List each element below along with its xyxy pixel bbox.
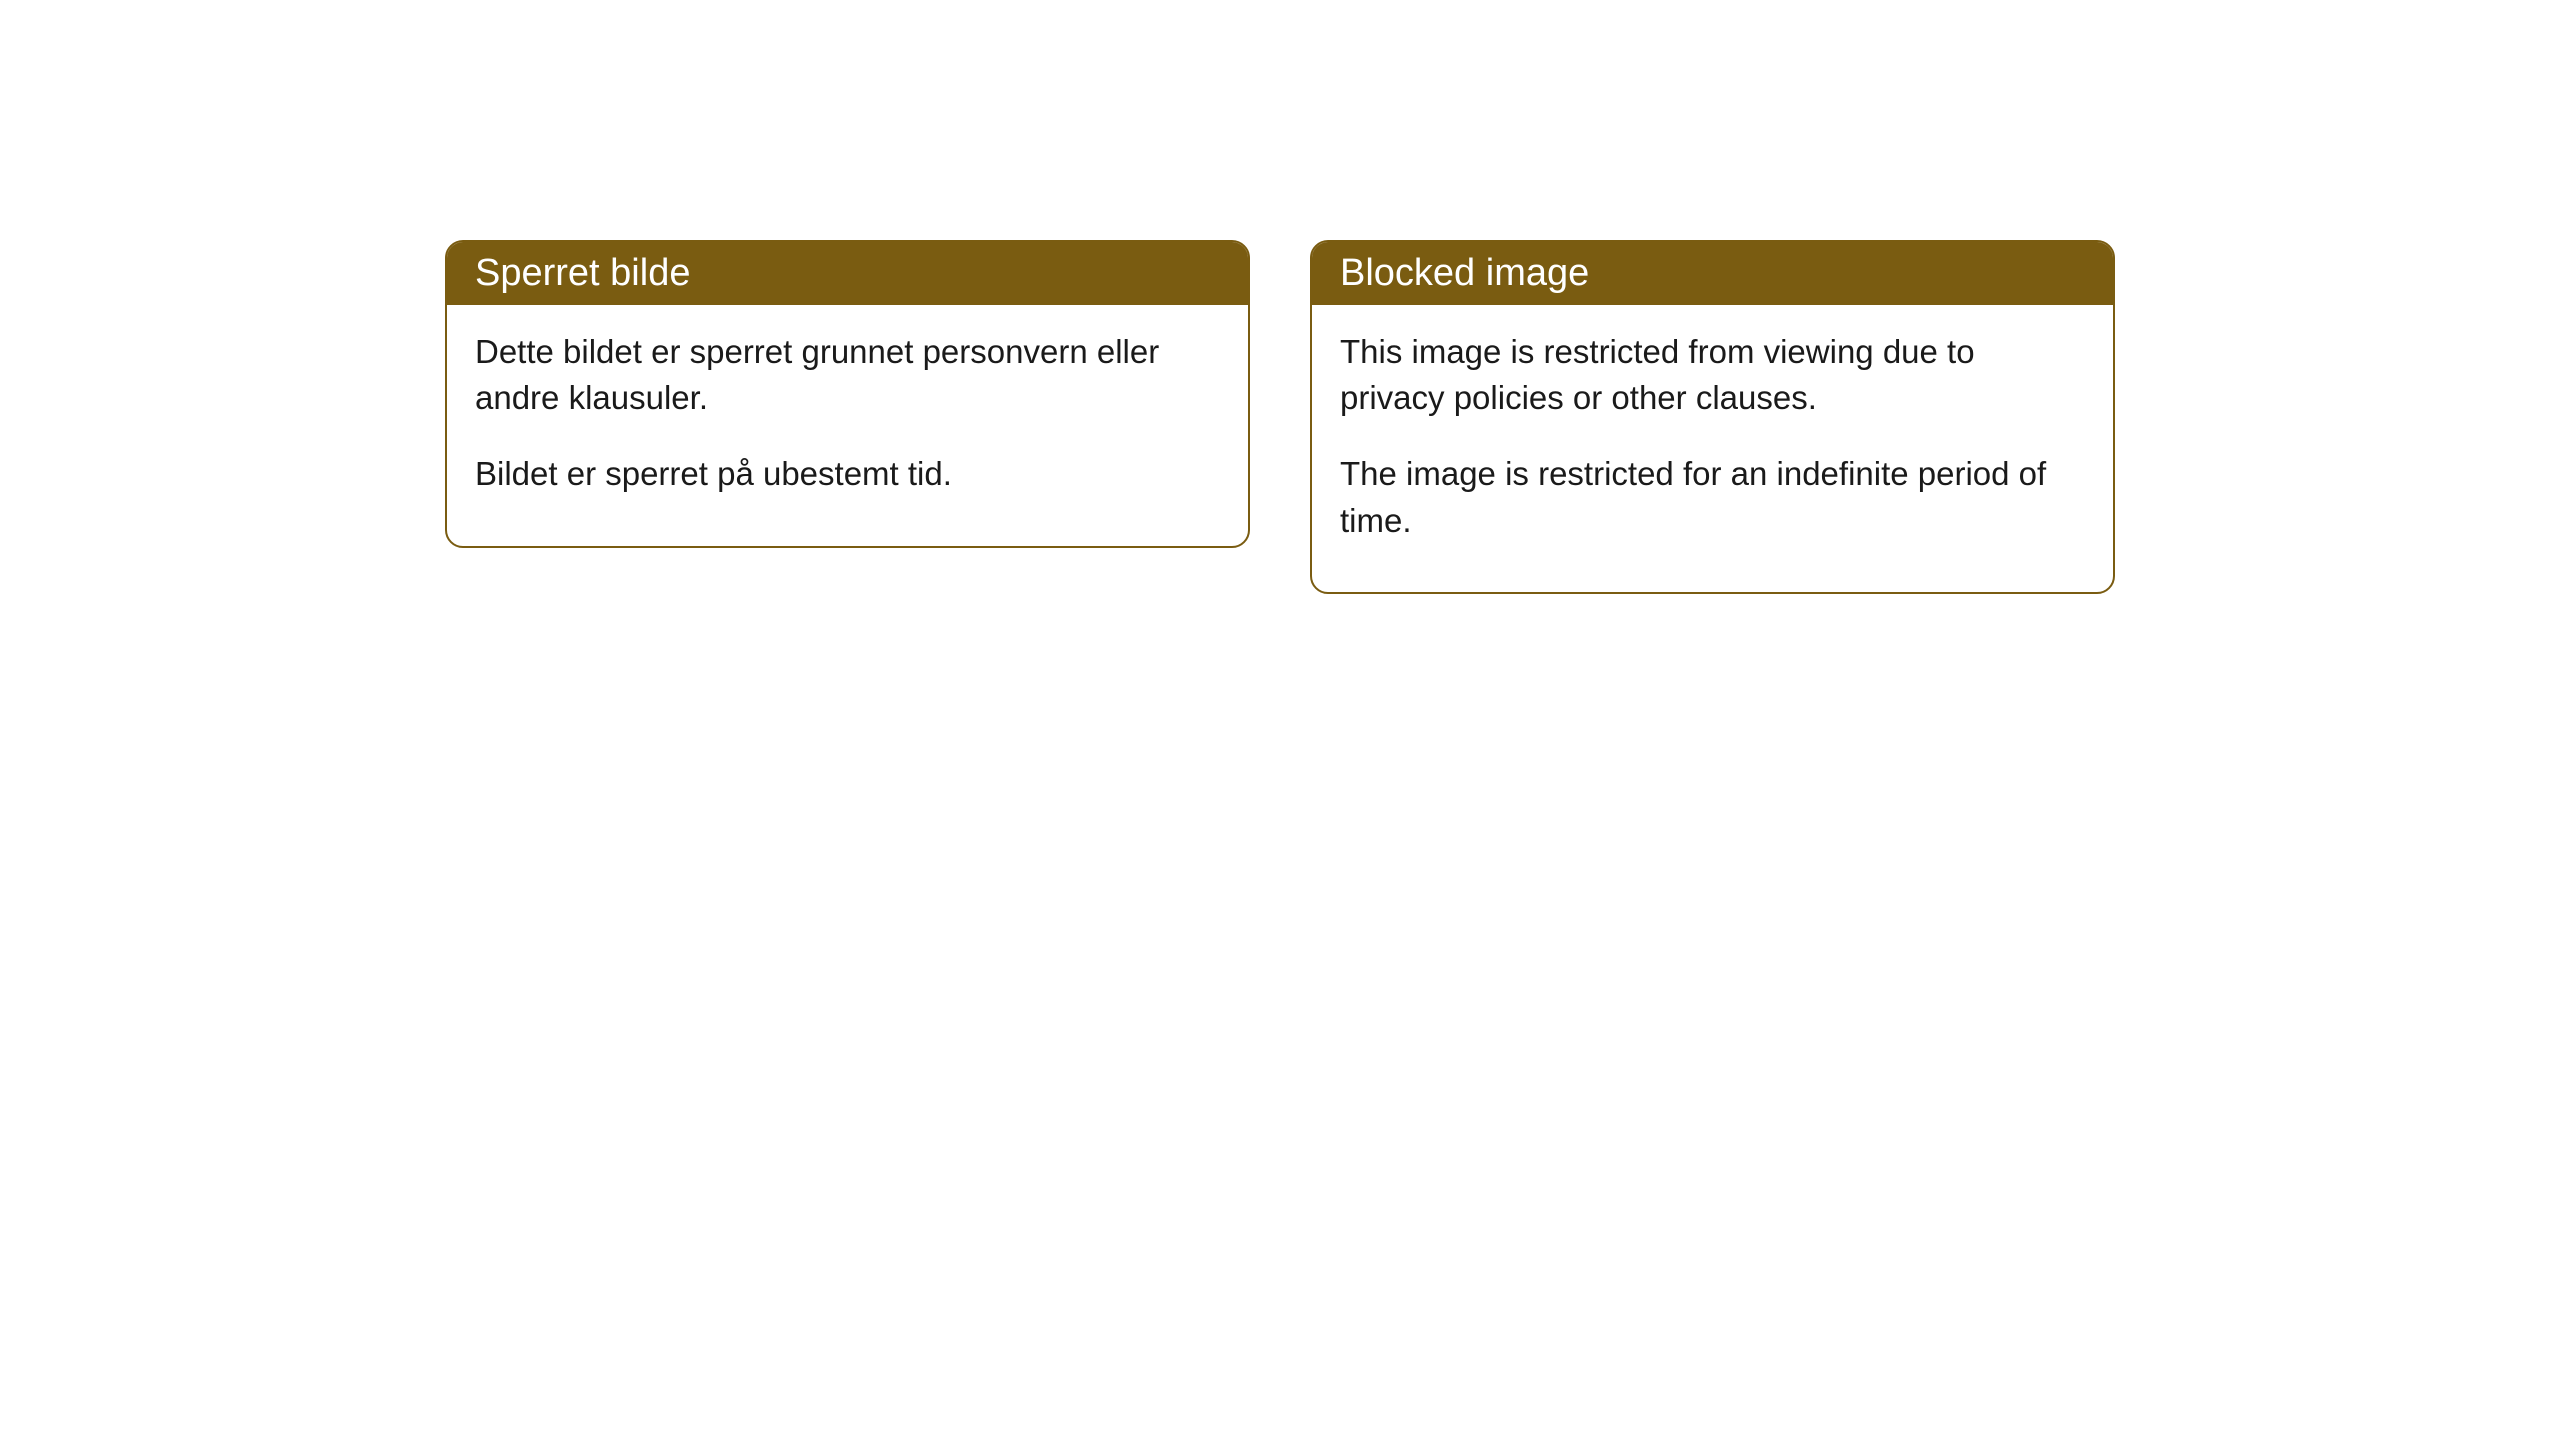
card-paragraph-2: Bildet er sperret på ubestemt tid. [475, 451, 1220, 497]
blocked-image-card-norwegian: Sperret bilde Dette bildet er sperret gr… [445, 240, 1250, 548]
card-header: Blocked image [1312, 242, 2113, 305]
card-paragraph-2: The image is restricted for an indefinit… [1340, 451, 2085, 543]
card-header: Sperret bilde [447, 242, 1248, 305]
card-paragraph-1: Dette bildet er sperret grunnet personve… [475, 329, 1220, 421]
notice-cards-container: Sperret bilde Dette bildet er sperret gr… [445, 240, 2115, 1440]
blocked-image-card-english: Blocked image This image is restricted f… [1310, 240, 2115, 594]
card-body: Dette bildet er sperret grunnet personve… [447, 305, 1248, 546]
card-title: Blocked image [1340, 252, 1589, 294]
card-title: Sperret bilde [475, 252, 690, 294]
card-body: This image is restricted from viewing du… [1312, 305, 2113, 592]
card-paragraph-1: This image is restricted from viewing du… [1340, 329, 2085, 421]
